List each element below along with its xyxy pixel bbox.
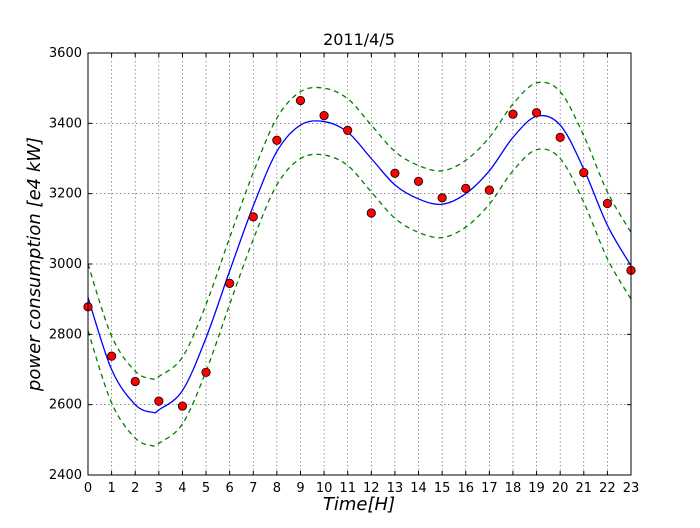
y-tick-label: 3000 [49,257,82,272]
x-tick-label: 12 [363,481,380,496]
data-point [602,198,612,209]
x-tick-label: 5 [202,481,210,496]
upper-band-line [87,81,632,381]
data-point [413,176,424,186]
data-point [484,185,494,195]
observed-points [83,95,636,411]
x-tick-label: 23 [623,481,640,496]
x-tick-label: 6 [226,481,234,496]
x-tick-label: 8 [273,481,281,496]
y-tick-label: 3600 [49,46,82,61]
data-point [390,168,400,178]
data-point [295,95,306,106]
x-axis-label: Time[H] [323,494,395,515]
x-tick-label: 20 [552,481,569,496]
x-tick-label: 14 [410,481,427,496]
y-tick-label: 3400 [49,116,82,131]
chart-title: 2011/4/5 [323,30,395,49]
x-tick-label: 3 [155,481,163,496]
data-point [343,125,353,135]
y-tick-label: 3200 [49,187,82,202]
x-tick-label: 2 [131,481,139,496]
lower-band-line [87,148,632,448]
x-tick-label: 7 [249,481,257,496]
y-tick-label: 2600 [49,398,82,413]
data-point [248,212,258,222]
x-tick-label: 17 [481,481,498,496]
y-tick-label: 2800 [49,327,82,342]
data-point [579,167,589,178]
data-point [366,208,376,218]
x-tick-label: 22 [599,481,616,496]
axis-ticks: 0 1 2 3 4 5 6 7 8 9 10 11 12 13 14 15 16 17 18 19 20 21 22 2324… [49,46,639,496]
data-point [225,278,235,288]
data-point [177,401,188,411]
y-axis-label: power consumption [e4 kW] [24,137,45,392]
x-tick-label: 15 [434,481,451,496]
data-point [461,183,471,193]
x-tick-label: 11 [339,481,356,496]
x-tick-label: 16 [457,481,474,496]
x-tick-label: 4 [178,481,186,496]
y-tick-label: 2400 [49,468,82,483]
x-tick-label: 21 [576,481,593,496]
data-point [508,109,518,119]
confidence-band [87,81,632,448]
x-tick-label: 9 [296,481,304,496]
x-tick-label: 0 [84,481,92,496]
data-point [272,135,282,145]
x-tick-label: 19 [528,481,545,496]
data-point [319,110,329,121]
grid-lines [88,53,631,475]
x-tick-label: 1 [107,481,115,496]
data-point [201,367,211,377]
x-tick-label: 10 [316,481,333,496]
data-point [107,351,117,361]
data-point [437,193,447,203]
data-point [154,396,164,406]
x-tick-label: 13 [387,481,404,496]
data-point [531,108,542,118]
data-point [130,376,140,387]
x-tick-label: 18 [505,481,522,496]
data-point [555,132,565,142]
